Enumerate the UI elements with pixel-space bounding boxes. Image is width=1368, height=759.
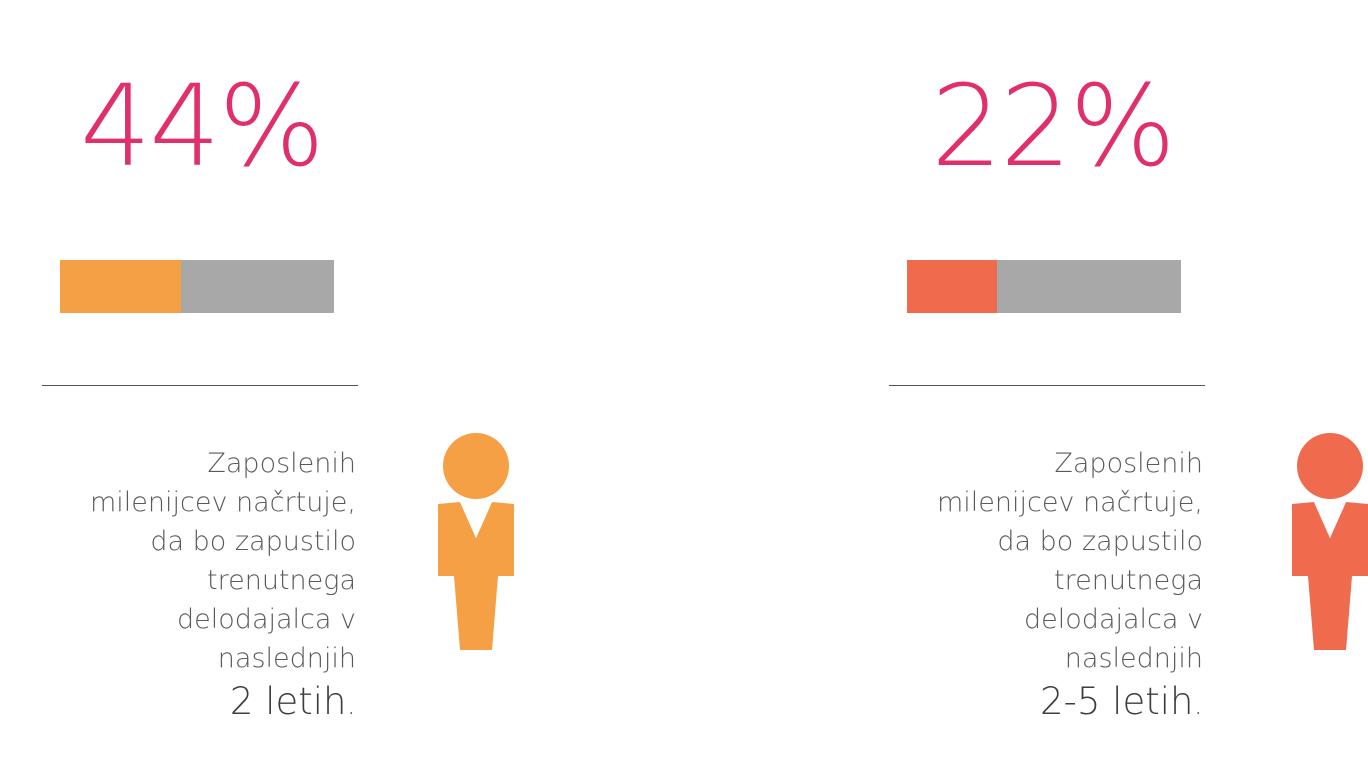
description-line: milenijcev načrtuje, (936, 487, 1203, 518)
stat-block-1: 44% Zaposlenih milenijcev načrtuje, da b… (0, 0, 520, 759)
description-line: delodajalca v (1024, 604, 1203, 635)
stat-percent: 22% (931, 62, 1176, 192)
person-collar (1314, 502, 1346, 538)
period-dot: . (1193, 687, 1203, 722)
progress-remainder (997, 260, 1181, 313)
person-body (1292, 502, 1368, 650)
person-collar (460, 502, 492, 538)
period-dot: . (346, 687, 356, 722)
progress-remainder (180, 260, 334, 313)
description-line: da bo zapustilo (997, 526, 1203, 557)
description-line: trenutnega (1054, 565, 1203, 596)
stat-progress-bar (60, 260, 334, 313)
description-line: naslednjih (1064, 643, 1203, 674)
description-line: Zaposlenih (207, 448, 356, 479)
period-label: 2-5 letih. (873, 679, 1203, 728)
description-line: milenijcev načrtuje, (89, 487, 356, 518)
description-line: da bo zapustilo (150, 526, 356, 557)
description-line: delodajalca v (177, 604, 356, 635)
stat-block-2: 22% Zaposlenih milenijcev načrtuje, da b… (847, 0, 1368, 759)
divider-line (889, 385, 1205, 386)
description-line: trenutnega (207, 565, 356, 596)
period-text: 2 letih (229, 680, 347, 723)
stat-percent: 44% (80, 62, 325, 192)
person-body (438, 502, 514, 650)
stat-progress-bar (907, 260, 1181, 313)
person-head (443, 433, 509, 499)
progress-fill (907, 260, 998, 313)
period-text: 2-5 letih (1039, 680, 1194, 723)
progress-fill (60, 260, 181, 313)
person-icon (1292, 433, 1368, 650)
divider-line (42, 385, 358, 386)
description-line: Zaposlenih (1054, 448, 1203, 479)
stat-description: Zaposlenih milenijcev načrtuje, da bo za… (873, 444, 1203, 728)
description-line: naslednjih (217, 643, 356, 674)
period-label: 2 letih. (26, 679, 356, 728)
person-head (1297, 433, 1363, 499)
person-icon (438, 433, 514, 650)
stat-description: Zaposlenih milenijcev načrtuje, da bo za… (26, 444, 356, 728)
